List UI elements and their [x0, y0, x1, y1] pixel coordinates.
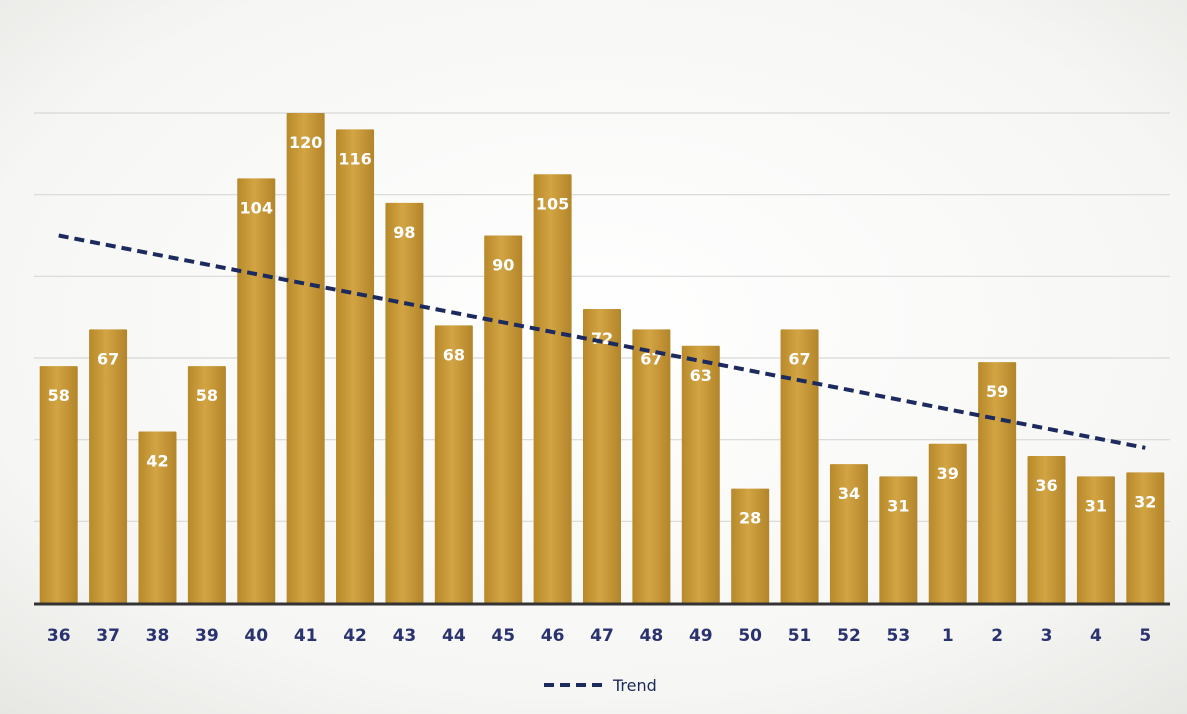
bar [1126, 472, 1165, 603]
bar [336, 129, 375, 604]
bar-value-label: 72 [591, 329, 613, 348]
bar-value-label: 59 [986, 382, 1008, 401]
x-tick-label: 1 [942, 626, 954, 646]
bar-value-label: 116 [338, 149, 371, 168]
bar [731, 488, 770, 603]
bars: 5867425810412011698689010572676328673431… [39, 113, 1165, 604]
bar [187, 366, 226, 603]
bar-value-label: 31 [1085, 496, 1107, 515]
bar-value-label: 34 [838, 484, 860, 503]
x-tick-label: 40 [244, 626, 268, 646]
trend-layer [58, 233, 1146, 450]
x-axis: 36 37 38 39 40 41 42 43 44 45 46 47 48 49 50 51 52 53 1 2 3 4… [34, 602, 1170, 646]
x-tick-label: 37 [96, 626, 120, 646]
x-tick-label: 43 [393, 626, 417, 646]
bar [583, 309, 621, 603]
bar [434, 325, 473, 603]
bar [533, 174, 572, 603]
bar [39, 366, 78, 603]
bar-value-label: 39 [937, 464, 959, 483]
bar [237, 178, 276, 604]
x-tick-label: 42 [343, 626, 367, 646]
x-tick-label: 46 [541, 626, 565, 646]
x-tick-label: 39 [195, 626, 219, 646]
bar [879, 476, 918, 603]
bar [385, 202, 424, 604]
bar-value-label: 98 [393, 223, 415, 242]
x-tick-label: 47 [590, 626, 614, 646]
bar-value-label: 67 [97, 349, 119, 368]
bar-value-label: 58 [196, 386, 218, 405]
x-tick-label: 38 [146, 626, 170, 646]
bar-value-label: 28 [739, 509, 761, 528]
bar [484, 235, 523, 603]
bar [286, 113, 325, 603]
legend: Trend [544, 676, 657, 695]
x-tick-label: 50 [738, 626, 762, 646]
x-tick-label: 52 [837, 626, 861, 646]
bar [89, 329, 128, 603]
trend-line [58, 233, 1146, 450]
bar-value-label: 68 [443, 345, 465, 364]
x-tick-label: 48 [640, 626, 664, 646]
bar [1076, 476, 1115, 603]
x-tick-label: 5 [1139, 626, 1151, 646]
bar [681, 345, 720, 603]
bar-value-label: 90 [492, 256, 514, 275]
x-tick-label: 4 [1090, 626, 1102, 646]
bar-value-label: 36 [1035, 476, 1057, 495]
bar [780, 329, 819, 603]
bar [632, 329, 671, 603]
x-tick-label: 2 [991, 626, 1003, 646]
bar-value-label: 58 [48, 386, 70, 405]
x-tick-label: 44 [442, 626, 466, 646]
x-tick-label: 41 [294, 626, 318, 646]
x-tick-label: 45 [491, 626, 515, 646]
bar-value-label: 104 [240, 198, 273, 217]
bar-value-label: 42 [146, 452, 168, 471]
bar [829, 464, 868, 603]
bar [138, 431, 177, 603]
legend-trend-label: Trend [612, 676, 657, 695]
x-tick-label: 3 [1041, 626, 1053, 646]
x-tick-label: 36 [47, 626, 71, 646]
x-tick-label: 53 [887, 626, 911, 646]
bar [1027, 456, 1066, 603]
x-tick-label: 49 [689, 626, 713, 646]
x-tick-label: 51 [788, 626, 812, 646]
bar-value-label: 63 [690, 366, 712, 385]
bar-value-label: 32 [1134, 492, 1156, 511]
bar-value-label: 31 [887, 496, 909, 515]
bar [928, 443, 967, 603]
bar-value-label: 67 [788, 349, 810, 368]
bar-value-label: 120 [289, 133, 322, 152]
bar-value-label: 105 [536, 194, 569, 213]
